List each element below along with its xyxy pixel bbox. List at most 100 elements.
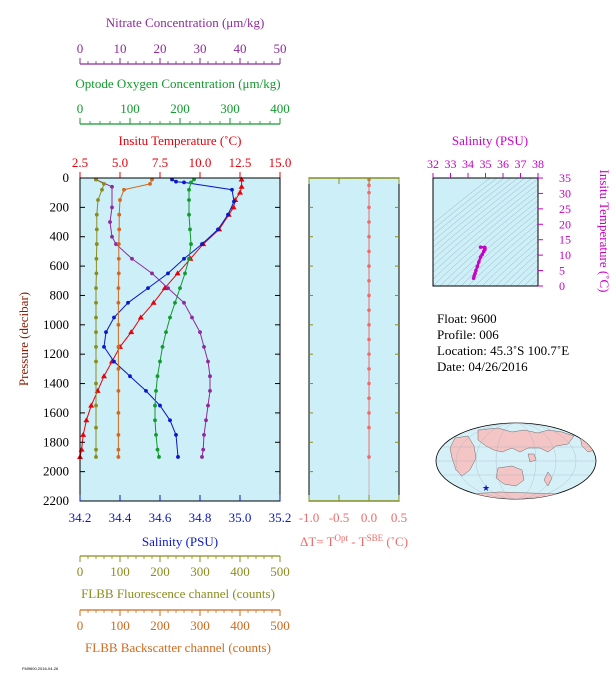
pressure-tick-label: 1800 bbox=[43, 434, 69, 449]
salinity-data-point bbox=[230, 187, 234, 192]
delta-t-data-point bbox=[367, 278, 371, 283]
nitrate-axis: Nitrate Concentration (μm/kg) 0 10 20 30 40 5… bbox=[77, 15, 287, 65]
salinity-tick-label: 35.0 bbox=[229, 510, 252, 525]
ts-temperature-tick-label: 10 bbox=[559, 248, 571, 262]
nitrate-data-point bbox=[130, 256, 134, 261]
pressure-tick-label: 1200 bbox=[43, 346, 69, 361]
temperature-axis: Insitu Temperature (˚C) 2.5 5.0 7.5 10.0 12.… bbox=[72, 133, 291, 178]
ts-salinity-tick-label: 37 bbox=[515, 157, 527, 171]
backscatter-axis-label: FLBB Backscatter channel (counts) bbox=[85, 640, 271, 655]
delta-t-data-point bbox=[367, 234, 371, 239]
ts-temperature-tick-label: 20 bbox=[559, 217, 571, 231]
salinity-profile-line bbox=[103, 179, 235, 458]
backscatter-data-point bbox=[116, 271, 121, 276]
temperature-tick-label: 12.5 bbox=[229, 155, 252, 170]
temperature-data-point bbox=[83, 417, 90, 423]
oxygen-data-point bbox=[183, 271, 187, 276]
fluorescence-data-point bbox=[94, 425, 98, 430]
pressure-axis-label: Pressure (decibar) bbox=[16, 292, 31, 386]
fluorescence-data-point bbox=[94, 455, 98, 459]
fluorescence-data-point bbox=[94, 177, 98, 182]
ts-density-isoline bbox=[446, 206, 538, 286]
ts-salinity-tick-label: 38 bbox=[532, 157, 544, 171]
oxygen-data-point bbox=[178, 286, 182, 291]
backscatter-data-point bbox=[116, 300, 121, 305]
salinity-data-point bbox=[216, 227, 220, 232]
fluorescence-data-point bbox=[94, 381, 98, 386]
oxygen-data-point bbox=[189, 180, 193, 185]
delta-t-data-point bbox=[367, 367, 371, 371]
footer-tag: FM9600.2016-04-26 bbox=[22, 666, 59, 671]
oxygen-profile-line bbox=[154, 179, 195, 458]
location-map: ★ bbox=[435, 422, 597, 500]
ts-temperature-tick-label: 30 bbox=[559, 186, 571, 200]
delta-t-plot-area bbox=[309, 178, 399, 501]
salinity-tick-label: 34.2 bbox=[69, 510, 92, 525]
temperature-data-point bbox=[174, 270, 181, 276]
backscatter-tick-label: 300 bbox=[190, 618, 210, 633]
ts-salinity-tick-label: 35 bbox=[480, 157, 492, 171]
delta-t-data-point bbox=[367, 220, 371, 224]
pressure-tick-label: 1400 bbox=[43, 376, 69, 391]
fluorescence-tick-label: 500 bbox=[270, 564, 290, 579]
fluorescence-tick-label: 100 bbox=[110, 564, 130, 579]
salinity-data-point bbox=[144, 388, 148, 393]
oxygen-data-point bbox=[188, 227, 192, 232]
fluorescence-data-point bbox=[94, 227, 99, 232]
delta-t-data-point bbox=[367, 381, 371, 386]
ts-series-group bbox=[471, 245, 487, 281]
ts-density-isoline bbox=[433, 195, 538, 286]
ts-data-point bbox=[477, 260, 481, 264]
oxygen-data-point bbox=[192, 177, 196, 182]
salinity-data-point bbox=[168, 418, 172, 423]
ts-density-isoline bbox=[433, 178, 512, 242]
ts-salinity-axis-ticks: 32 33 34 35 36 37 38 bbox=[427, 157, 544, 178]
fluorescence-data-point bbox=[94, 447, 98, 452]
ts-temperature-axis-label: Insitu Temperature (˚C) bbox=[597, 169, 612, 292]
fluorescence-tick-label: 400 bbox=[230, 564, 250, 579]
backscatter-tick-label: 400 bbox=[230, 618, 250, 633]
nitrate-data-point bbox=[190, 315, 194, 320]
delta-t-tick-label: -0.5 bbox=[329, 510, 350, 525]
fluorescence-data-point bbox=[102, 181, 106, 186]
ts-temperature-tick-label: 15 bbox=[559, 233, 571, 247]
fluorescence-data-point bbox=[94, 344, 98, 349]
backscatter-data-point bbox=[116, 447, 121, 452]
salinity-axis-label: Salinity (PSU) bbox=[142, 534, 218, 549]
oxygen-data-point bbox=[164, 330, 168, 335]
nitrate-tick-label: 20 bbox=[154, 41, 167, 56]
ts-density-isoline bbox=[439, 200, 538, 286]
nitrate-data-point bbox=[198, 330, 202, 335]
delta-t-data-point bbox=[367, 308, 371, 312]
ts-density-contours bbox=[433, 178, 538, 286]
delta-t-data-point bbox=[367, 183, 371, 188]
delta-t-data-point bbox=[367, 455, 371, 459]
nitrate-data-point bbox=[110, 234, 114, 239]
backscatter-data-point bbox=[116, 286, 121, 291]
oxygen-data-point bbox=[187, 198, 191, 202]
salinity-data-point bbox=[166, 271, 170, 276]
backscatter-data-point bbox=[116, 455, 121, 459]
salinity-data-point bbox=[128, 374, 132, 379]
fluorescence-profile-line bbox=[95, 179, 105, 457]
pressure-tick-label: 1000 bbox=[43, 317, 69, 332]
ts-density-isoline bbox=[481, 235, 538, 286]
ts-density-isoline bbox=[509, 259, 538, 286]
delta-t-label-mid: - T bbox=[348, 534, 367, 549]
delta-t-data-point bbox=[367, 293, 371, 298]
delta-t-label-suffix: (˚C) bbox=[383, 534, 408, 549]
ts-salinity-tick-label: 34 bbox=[462, 157, 474, 171]
oxygen-data-point bbox=[160, 344, 165, 349]
float-id: Float: 9600 bbox=[437, 311, 497, 326]
nitrate-data-point bbox=[166, 286, 170, 291]
temperature-data-point bbox=[237, 189, 243, 195]
salinity-data-point bbox=[102, 344, 106, 349]
salinity-data-point bbox=[170, 177, 174, 182]
oxygen-data-point bbox=[189, 242, 193, 246]
nitrate-data-point bbox=[202, 433, 206, 437]
ts-data-point bbox=[474, 268, 478, 273]
delta-t-data-point bbox=[367, 411, 371, 415]
ts-temperature-tick-label: 35 bbox=[559, 171, 571, 185]
temperature-tick-label: 2.5 bbox=[72, 155, 88, 170]
